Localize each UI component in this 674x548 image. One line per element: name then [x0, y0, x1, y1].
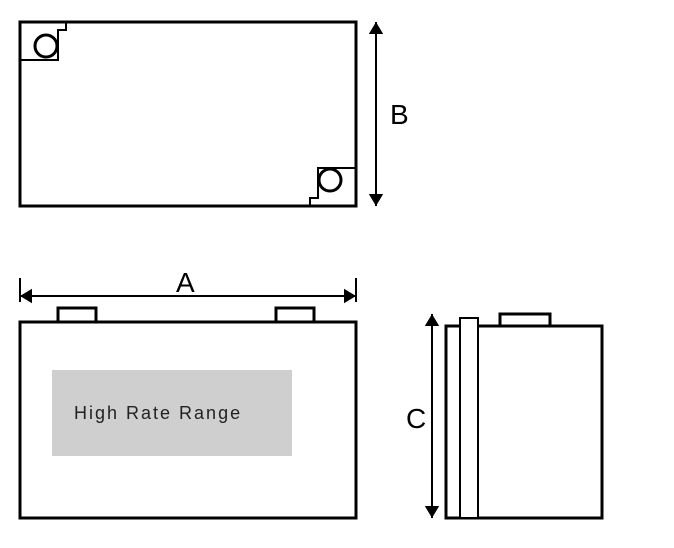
dimension-b-label: B	[390, 99, 409, 130]
dimension-c-label: C	[406, 403, 426, 434]
side-view	[446, 314, 602, 518]
dimension-a-label: A	[176, 267, 195, 298]
top-view	[20, 22, 356, 206]
front-view: High Rate Range	[20, 308, 356, 518]
product-label-text: High Rate Range	[74, 403, 242, 423]
battery-dimension-diagram: B A High Rate Range C	[0, 0, 674, 548]
